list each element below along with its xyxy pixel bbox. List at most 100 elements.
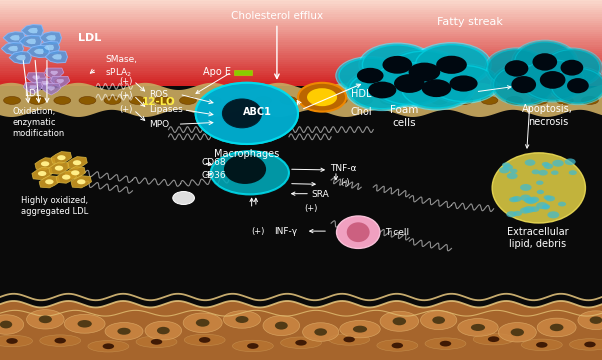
Ellipse shape	[406, 96, 423, 104]
Ellipse shape	[556, 96, 573, 104]
Ellipse shape	[337, 216, 380, 248]
Circle shape	[536, 202, 548, 209]
Circle shape	[536, 180, 544, 185]
Circle shape	[62, 175, 70, 180]
Text: Fatty streak: Fatty streak	[436, 17, 503, 27]
Circle shape	[520, 194, 531, 201]
Ellipse shape	[380, 311, 418, 331]
Circle shape	[523, 206, 535, 213]
Circle shape	[38, 171, 46, 176]
Ellipse shape	[154, 96, 171, 104]
Polygon shape	[65, 167, 85, 179]
Text: TNF-α: TNF-α	[330, 164, 356, 173]
Ellipse shape	[506, 96, 523, 104]
Bar	[0, 36, 602, 39]
Ellipse shape	[456, 96, 473, 104]
Text: (-): (-)	[340, 179, 350, 188]
Bar	[0, 42, 602, 45]
Ellipse shape	[551, 68, 602, 103]
Ellipse shape	[473, 333, 514, 345]
Ellipse shape	[40, 335, 81, 346]
Bar	[0, 58, 602, 60]
Polygon shape	[45, 68, 64, 80]
Ellipse shape	[281, 337, 321, 348]
Ellipse shape	[567, 78, 589, 93]
Ellipse shape	[183, 313, 222, 333]
Ellipse shape	[494, 65, 554, 104]
Bar	[0, 32, 602, 35]
Polygon shape	[51, 76, 70, 88]
Ellipse shape	[415, 45, 488, 85]
Ellipse shape	[184, 334, 225, 346]
Circle shape	[520, 184, 532, 191]
Text: MPO: MPO	[149, 120, 169, 129]
Bar	[0, 34, 602, 37]
Ellipse shape	[532, 53, 557, 71]
Bar	[0, 77, 602, 80]
Ellipse shape	[498, 323, 536, 342]
Ellipse shape	[26, 310, 64, 329]
Polygon shape	[3, 32, 25, 44]
Ellipse shape	[582, 96, 598, 104]
Ellipse shape	[402, 68, 471, 108]
Ellipse shape	[196, 83, 298, 144]
Text: HDL: HDL	[351, 89, 371, 99]
Ellipse shape	[485, 48, 548, 89]
Ellipse shape	[157, 327, 170, 334]
Polygon shape	[9, 51, 31, 64]
Ellipse shape	[409, 63, 440, 81]
Bar	[0, 25, 602, 28]
Ellipse shape	[510, 328, 524, 336]
Ellipse shape	[64, 314, 105, 333]
Polygon shape	[32, 167, 52, 180]
Ellipse shape	[387, 51, 462, 93]
Polygon shape	[37, 41, 60, 54]
Ellipse shape	[145, 321, 182, 340]
Circle shape	[173, 192, 194, 204]
Circle shape	[542, 162, 550, 167]
Polygon shape	[34, 49, 44, 54]
Ellipse shape	[179, 96, 196, 104]
Ellipse shape	[521, 60, 584, 100]
Circle shape	[542, 204, 550, 209]
Text: Extracellular
lipid, debris: Extracellular lipid, debris	[507, 227, 568, 249]
Circle shape	[55, 166, 63, 171]
Polygon shape	[48, 86, 55, 91]
Circle shape	[77, 179, 85, 184]
Ellipse shape	[29, 96, 46, 104]
Circle shape	[499, 167, 509, 174]
Circle shape	[530, 206, 539, 212]
Ellipse shape	[0, 335, 33, 347]
Ellipse shape	[211, 151, 289, 194]
Ellipse shape	[39, 315, 52, 323]
Ellipse shape	[336, 57, 405, 95]
Bar	[0, 68, 602, 71]
Ellipse shape	[199, 337, 211, 343]
Text: T cell: T cell	[385, 228, 409, 237]
Text: SRA: SRA	[312, 190, 329, 199]
Ellipse shape	[79, 96, 96, 104]
Text: INF-γ: INF-γ	[274, 227, 297, 236]
Circle shape	[298, 83, 346, 112]
Bar	[0, 55, 602, 58]
Ellipse shape	[232, 340, 273, 352]
Ellipse shape	[222, 99, 261, 128]
Ellipse shape	[504, 60, 529, 77]
Ellipse shape	[314, 328, 327, 336]
Ellipse shape	[347, 222, 370, 242]
Ellipse shape	[54, 338, 66, 343]
Ellipse shape	[560, 60, 583, 76]
Circle shape	[41, 161, 49, 166]
Bar	[0, 38, 602, 41]
Bar	[0, 0, 602, 2]
Bar	[0, 84, 602, 86]
Text: Apo E: Apo E	[203, 67, 232, 77]
Ellipse shape	[353, 326, 367, 333]
Circle shape	[551, 170, 559, 175]
Text: Lipases: Lipases	[149, 105, 183, 114]
Circle shape	[509, 197, 518, 202]
Ellipse shape	[536, 342, 548, 348]
Ellipse shape	[223, 311, 261, 328]
Polygon shape	[46, 35, 56, 41]
Ellipse shape	[492, 153, 585, 223]
